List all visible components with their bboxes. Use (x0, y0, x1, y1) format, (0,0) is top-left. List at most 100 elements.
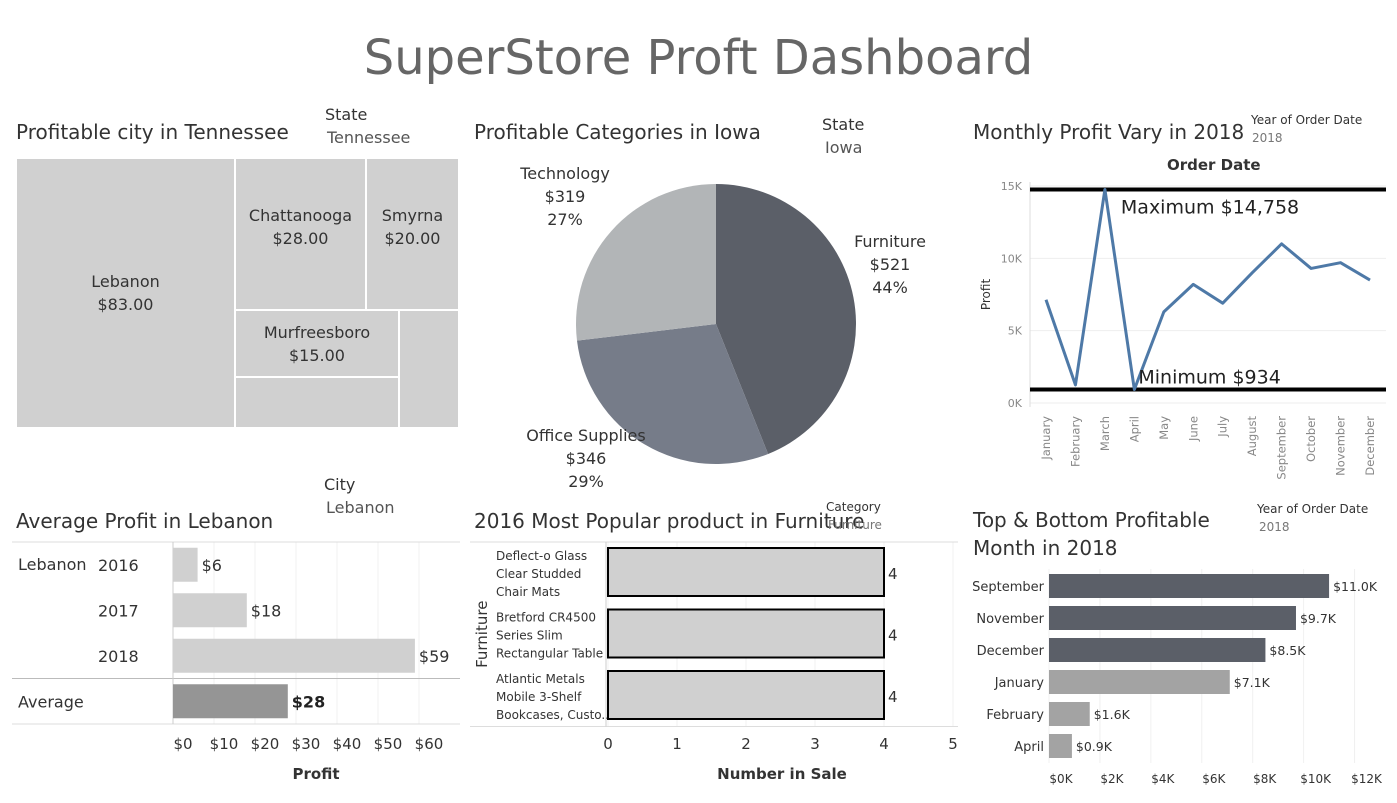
bar[interactable] (1049, 734, 1072, 758)
data-point[interactable] (1043, 297, 1049, 303)
data-point[interactable] (1367, 277, 1373, 283)
line-chart: 0K 5K 10K 15K Profit Maximum $14,758 Minimum $… (979, 180, 1386, 480)
state-filter-value[interactable]: Iowa (825, 138, 863, 157)
bar[interactable] (607, 547, 885, 597)
x-tick-label: 2 (741, 735, 751, 753)
x-tick-label: January (1039, 416, 1053, 461)
pie-slice-pct: 27% (547, 210, 583, 229)
category-filter-value[interactable]: Furniture (828, 518, 882, 532)
data-point[interactable] (1190, 281, 1196, 287)
x-tick-label: February (1068, 416, 1082, 467)
state-filter-value[interactable]: Tennessee (327, 128, 411, 147)
bar-value-label: 4 (888, 565, 898, 583)
y-axis-label: Profit (979, 279, 993, 311)
treemap-cell-smyrna[interactable]: Smyrna $20.00 (366, 158, 459, 310)
topbottom-bar-chart: September $11.0K November $9.7K December $8.5… (972, 569, 1383, 786)
average-label: Average (18, 692, 84, 711)
x-tick-label: $10 (210, 735, 239, 753)
x-tick-label: April (1127, 416, 1141, 442)
lebanon-title: Average Profit in Lebanon (16, 509, 274, 533)
product-label: Atlantic Metals (496, 672, 585, 686)
x-tick-label: 3 (810, 735, 820, 753)
lebanon-bar-chart: Lebanon 2016 $6 2017 $18 2018 $59 Average $28 $0 $… (12, 541, 460, 783)
treemap-cell-lebanon[interactable]: Lebanon $83.00 (16, 158, 235, 428)
month-label: January (994, 676, 1045, 691)
bar-value-label: $1.6K (1094, 707, 1131, 722)
year-filter-value[interactable]: 2018 (1252, 131, 1283, 145)
bar[interactable] (1049, 574, 1330, 598)
x-tick-label: $30 (292, 735, 321, 753)
pie-chart (576, 184, 856, 465)
city-filter-value[interactable]: Lebanon (326, 498, 395, 517)
x-axis-label: Profit (293, 765, 340, 783)
data-point[interactable] (1279, 241, 1285, 247)
data-point[interactable] (1249, 270, 1255, 276)
year-label: 2016 (98, 556, 139, 575)
pie-label-furniture: Furniture $521 44% (840, 230, 940, 299)
city-filter-label: City (324, 475, 356, 494)
data-point[interactable] (1102, 187, 1108, 193)
data-point[interactable] (1308, 265, 1314, 271)
pie-slice[interactable] (716, 184, 856, 454)
max-annotation: Maximum $14,758 (1121, 197, 1299, 219)
year-filter-label: Year of Order Date (1251, 113, 1363, 127)
y-tick-label: 15K (1001, 180, 1023, 193)
treemap-cell-unlabeled[interactable] (399, 310, 459, 428)
bar-value-label: $0.9K (1076, 739, 1113, 754)
furniture-title: 2016 Most Popular product in Furniture (474, 509, 865, 533)
month-label: September (972, 580, 1045, 595)
bar-value-label: $8.5K (1269, 643, 1306, 658)
month-label: April (1014, 740, 1044, 755)
data-point[interactable] (1161, 309, 1167, 315)
bar-value-label: $59 (419, 647, 450, 666)
data-point[interactable] (1220, 300, 1226, 306)
profit-line (1044, 188, 1371, 391)
line-x-header: Order Date (1167, 156, 1261, 174)
bar-value-label: 4 (888, 688, 898, 706)
bar[interactable] (1049, 606, 1296, 630)
pie-slice-value: $346 (565, 449, 607, 468)
pie-slice[interactable] (576, 184, 716, 341)
year-filter-value[interactable]: 2018 (1259, 520, 1290, 534)
pie-slice-name: Office Supplies (526, 426, 646, 445)
x-tick-label: $60 (415, 735, 444, 753)
bar[interactable] (1049, 702, 1090, 726)
year-label: 2017 (98, 601, 139, 620)
bar[interactable] (1049, 638, 1266, 662)
x-tick-label: 5 (948, 735, 958, 753)
pie-slice-name: Furniture (854, 232, 926, 251)
pie-slice-name: Technology (520, 164, 610, 183)
pie-slice[interactable] (576, 324, 769, 465)
bar-value-label: $9.7K (1300, 611, 1337, 626)
bar-value-label: $6 (202, 556, 222, 575)
bar[interactable] (173, 547, 198, 582)
bar[interactable] (607, 608, 885, 659)
data-point[interactable] (1131, 386, 1137, 392)
x-tick-label: October (1304, 416, 1318, 462)
bar[interactable] (1049, 670, 1230, 694)
data-point[interactable] (1072, 382, 1078, 388)
month-label: February (986, 708, 1044, 723)
x-tick-label: May (1157, 416, 1171, 440)
product-label: Deflect-o Glass (496, 549, 587, 563)
bar[interactable] (173, 593, 247, 628)
month-label: December (977, 644, 1045, 659)
month-label: November (976, 612, 1044, 627)
bar[interactable] (607, 670, 885, 720)
x-tick-label: $40 (333, 735, 362, 753)
treemap-cell-chattanooga[interactable]: Chattanooga $28.00 (235, 158, 366, 310)
average-bar[interactable] (173, 684, 288, 719)
data-point[interactable] (1338, 260, 1344, 266)
treemap-cell-name: Lebanon (91, 272, 160, 291)
x-tick-label: $2K (1100, 772, 1124, 786)
treemap-cell-unlabeled[interactable] (235, 377, 399, 428)
treemap-cell-murfreesboro[interactable]: Murfreesboro $15.00 (235, 310, 399, 377)
y-tick-label: 0K (1008, 397, 1023, 410)
category-filter-label: Category (826, 500, 881, 514)
x-tick-label: 1 (672, 735, 682, 753)
line-title: Monthly Profit Vary in 2018 (973, 120, 1245, 144)
treemap-cell-value: $15.00 (289, 345, 345, 365)
state-filter-label: State (325, 105, 368, 124)
bar[interactable] (173, 638, 415, 673)
x-tick-label: June (1186, 416, 1200, 442)
